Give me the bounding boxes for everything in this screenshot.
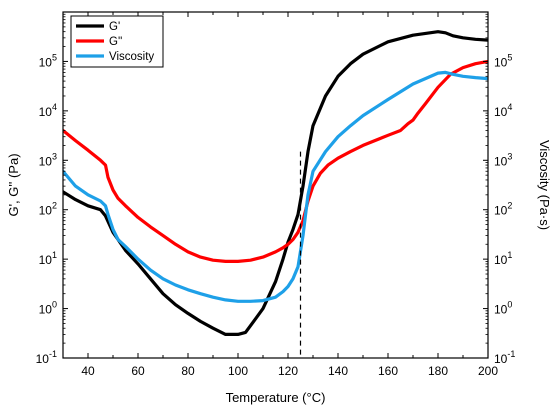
y-tick-label-left: 104 — [39, 102, 57, 119]
y-tick-label-right: 100 — [494, 300, 512, 317]
x-tick-label: 180 — [428, 364, 448, 378]
y-tick-label-right: 104 — [494, 102, 512, 119]
x-tick-label: 60 — [131, 364, 145, 378]
y-tick-label-right: 10-1 — [494, 349, 515, 366]
legend-label: G' — [109, 21, 120, 33]
series-line-1 — [63, 30, 488, 336]
legend-label: Viscosity — [109, 51, 154, 63]
y-tick-label-left: 105 — [39, 52, 57, 69]
plot-frame — [62, 11, 489, 359]
y-tick-label-right: 103 — [494, 151, 512, 168]
x-tick-label: 200 — [478, 364, 498, 378]
y-tick-label-left: 10-1 — [36, 349, 57, 366]
y-tick-label-left: 100 — [39, 300, 57, 317]
x-tick-label: 40 — [81, 364, 95, 378]
y-axis-left-title: G', G'' (Pa) — [6, 153, 21, 216]
labels-layer: 40 60 80 100 120 140 160 180 20010-1100101102103… — [36, 52, 516, 378]
series-line-2 — [63, 59, 488, 263]
y-tick-label-left: 102 — [39, 201, 57, 218]
x-tick-label: 140 — [328, 364, 348, 378]
series-line-3 — [63, 70, 488, 303]
y-tick-label-left: 101 — [39, 250, 57, 267]
y-axis-right-title: Viscosity (Pa·s) — [537, 140, 550, 230]
ticks-layer — [62, 11, 489, 359]
legend: G' G'' Viscosity — [70, 15, 164, 68]
x-tick-label: 160 — [378, 364, 398, 378]
x-tick-label: 120 — [278, 364, 298, 378]
y-tick-label-left: 103 — [39, 151, 57, 168]
y-tick-label-right: 105 — [494, 52, 512, 69]
legend-label: G'' — [109, 36, 122, 48]
y-tick-label-right: 101 — [494, 250, 512, 267]
y-tick-label-right: 102 — [494, 201, 512, 218]
x-tick-label: 100 — [228, 364, 248, 378]
x-axis-title: Temperature (°C) — [226, 390, 326, 405]
x-tick-label: 80 — [181, 364, 195, 378]
series-layer — [63, 30, 488, 336]
legend-items: G' G'' Viscosity — [76, 21, 154, 63]
